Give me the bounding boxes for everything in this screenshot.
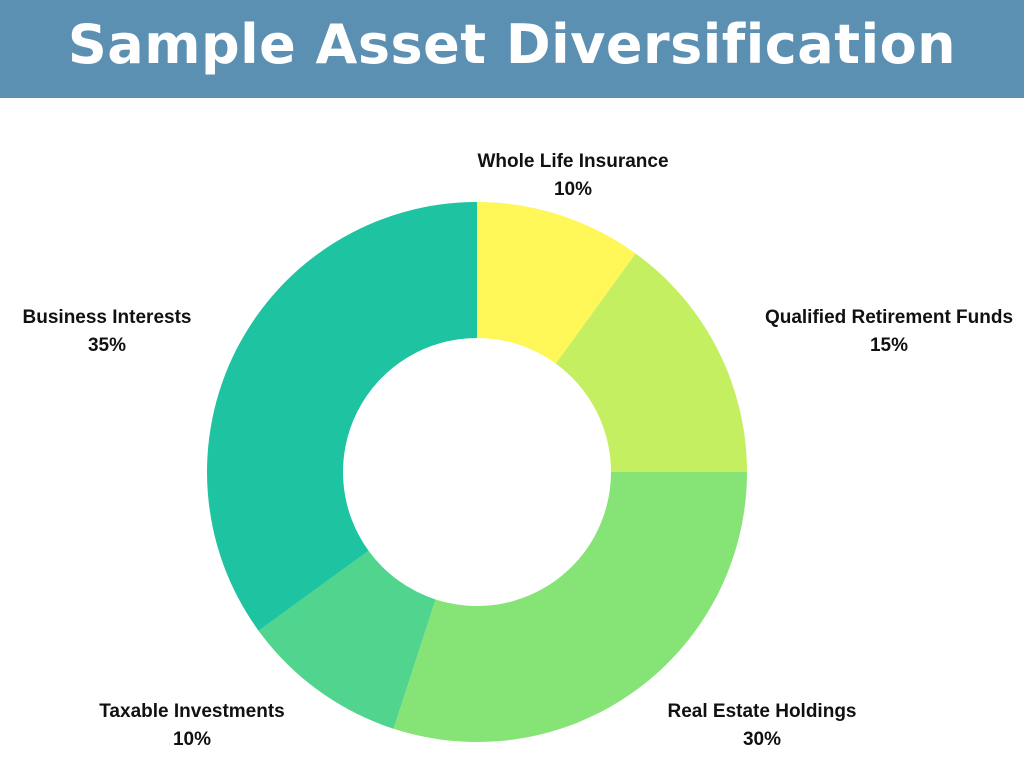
label-taxable-investments: Taxable Investments [99,701,285,722]
slice-qualified-retirement-funds [555,253,747,472]
value-label-taxable-investments: 10% [173,729,211,750]
donut-slices [206,202,747,742]
value-label-business-interests: 35% [88,335,126,356]
value-label-qualified-retirement-funds: 15% [870,335,908,356]
slice-taxable-investments [258,550,436,729]
label-business-interests: Business Interests [23,307,192,328]
label-whole-life-insurance: Whole Life Insurance [477,151,668,172]
slice-business-interests [206,202,477,631]
slice-whole-life-insurance [477,202,636,364]
value-label-whole-life-insurance: 10% [554,179,592,200]
label-qualified-retirement-funds: Qualified Retirement Funds [765,307,1013,328]
slice-real-estate-holdings [393,472,747,742]
page-title: Sample Asset Diversification [67,13,957,76]
label-real-estate-holdings: Real Estate Holdings [668,701,857,722]
slice-labels: Whole Life Insurance 10% Qualified Retirem… [23,151,1014,750]
title-banner: Sample Asset Diversification [0,0,1024,98]
value-label-real-estate-holdings: 30% [743,729,781,750]
